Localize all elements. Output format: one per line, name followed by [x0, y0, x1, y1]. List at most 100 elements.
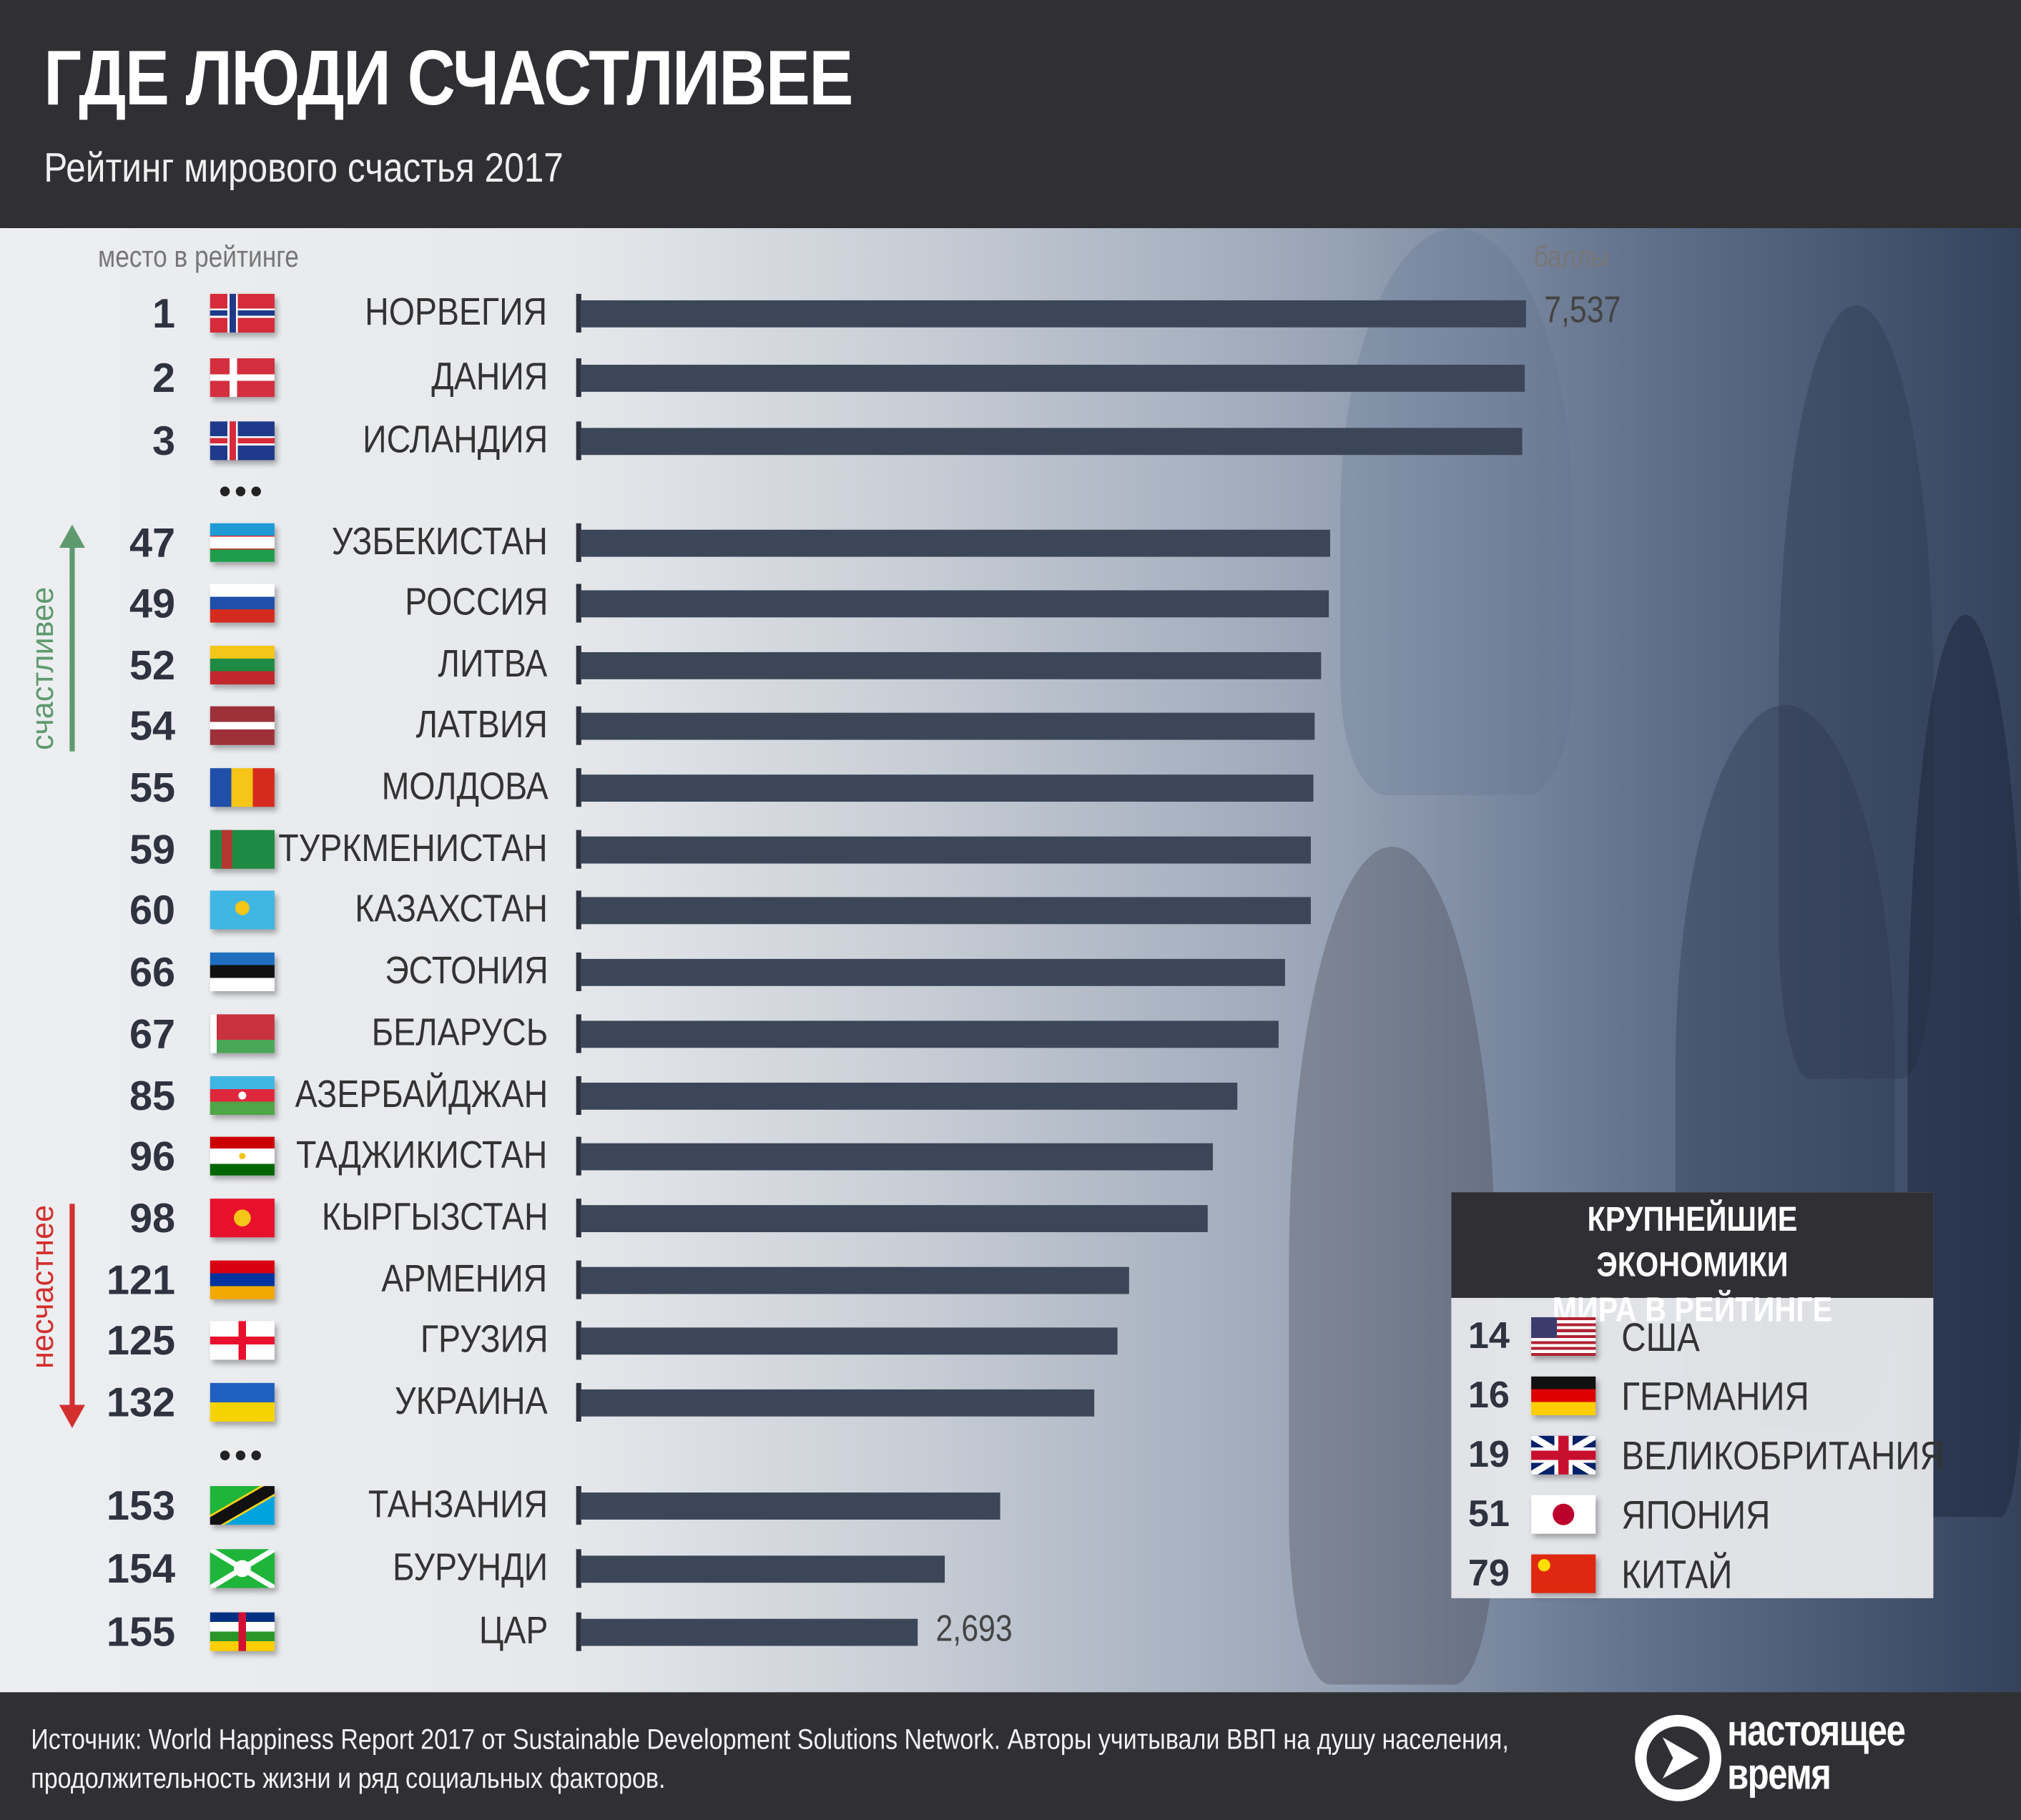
bar-axis-tick	[576, 830, 581, 869]
country-label: БУРУНДИ	[392, 1546, 548, 1590]
legend-item: 16 ГЕРМАНИЯ	[1451, 1365, 1933, 1425]
bar-row: 98 КЫРГЫЗСТАН	[0, 1192, 2021, 1244]
logo-text: настоящее время	[1727, 1706, 1906, 1797]
bar-armenia	[581, 1266, 1130, 1294]
bar-row: 54 ЛАТВИЯ	[0, 700, 2021, 752]
flag-germany-icon	[1531, 1376, 1596, 1415]
bar-row: 153 ТАНЗАНИЯ	[0, 1480, 2021, 1531]
ellipsis: •••	[219, 471, 266, 511]
score-column-label: баллы	[1533, 240, 1610, 274]
value-label: 2,693	[936, 1608, 1013, 1650]
bar-row: 155 ЦАР 2,693	[0, 1606, 2021, 1658]
legend-item: 51 ЯПОНИЯ	[1451, 1483, 1933, 1543]
legend-item: 19 ВЕЛИКОБРИТАНИЯ	[1451, 1425, 1944, 1484]
bar-denmark	[581, 365, 1525, 392]
country-label: БЕЛАРУСЬ	[371, 1011, 548, 1055]
bar-row: 67 БЕЛАРУСЬ	[0, 1008, 2021, 1059]
logo-line1: настоящее	[1727, 1706, 1906, 1756]
legend-item: 79 КИТАЙ	[1451, 1543, 1933, 1602]
bar-row: 66 ЭСТОНИЯ	[0, 946, 2021, 998]
flag-kyrgyzstan-icon	[210, 1199, 275, 1238]
bar-tajikistan	[581, 1143, 1213, 1171]
bar-axis-tick	[576, 1382, 581, 1422]
bar-row: 125 ГРУЗИЯ	[0, 1314, 2021, 1366]
bar-row: 52 ЛИТВА	[0, 639, 2021, 691]
flag-moldova-icon	[210, 768, 275, 807]
footer: Источник: World Happiness Report 2017 от…	[0, 1692, 2021, 1820]
bar-axis-tick	[576, 952, 581, 991]
flag-lithuania-icon	[210, 645, 275, 685]
flag-kazakhstan-icon	[210, 890, 275, 930]
bar-row: 49 РОССИЯ	[0, 577, 2021, 629]
flag-usa-icon	[1531, 1317, 1596, 1357]
flag-estonia-icon	[210, 952, 275, 991]
flag-uzbekistan-icon	[210, 523, 275, 562]
country-label: ДАНИЯ	[431, 355, 548, 398]
rank-label: 153	[106, 1482, 176, 1529]
bar-row: 1 НОРВЕГИЯ 7,537	[0, 287, 2021, 339]
flag-japan-icon	[1531, 1495, 1596, 1534]
flag-iceland-icon	[210, 421, 275, 461]
bar-row: 85 АЗЕРБАЙДЖАН	[0, 1070, 2021, 1121]
rank-label: 49	[129, 580, 176, 626]
bar-row: 59 ТУРКМЕНИСТАН	[0, 824, 2021, 875]
bar-axis-tick	[576, 1199, 581, 1238]
bar-axis-tick	[576, 706, 581, 745]
flag-tajikistan-icon	[210, 1136, 275, 1176]
flag-armenia-icon	[210, 1260, 275, 1299]
value-label: 7,537	[1544, 290, 1621, 332]
rank-label: 66	[129, 948, 176, 995]
country-label: НОРВЕГИЯ	[365, 291, 548, 334]
bar-azerbaijan	[581, 1082, 1237, 1110]
bar-row: 3 ИСЛАНДИЯ	[0, 415, 2021, 466]
flag-car-icon	[210, 1612, 275, 1651]
rank-label: 67	[129, 1010, 176, 1057]
bar-row: 2 ДАНИЯ	[0, 352, 2021, 403]
legend-title: КРУПНЕЙШИЕ ЭКОНОМИКИ МИРА В РЕЙТИНГЕ	[1451, 1192, 1934, 1329]
bar-burundi	[581, 1555, 945, 1583]
country-label: ТУРКМЕНИСТАН	[278, 827, 548, 870]
country-label: ЭСТОНИЯ	[384, 950, 548, 993]
country-label: КЫРГЫЗСТАН	[321, 1196, 548, 1239]
country-label: ТАДЖИКИСТАН	[296, 1134, 548, 1177]
source-note: Источник: World Happiness Report 2017 от…	[31, 1723, 1509, 1794]
country-label: АЗЕРБАЙДЖАН	[295, 1073, 548, 1116]
bar-turkmenistan	[581, 836, 1312, 864]
rank-label: 1	[152, 290, 176, 337]
legend-item: 14 США	[1451, 1306, 1933, 1365]
bar-axis-tick	[576, 890, 581, 930]
rank-label: 47	[129, 519, 176, 566]
page-subtitle: Рейтинг мирового счастья 2017	[44, 144, 564, 191]
legend-country: ГЕРМАНИЯ	[1621, 1374, 1809, 1420]
legend-rank: 79	[1467, 1553, 1510, 1595]
country-label: КАЗАХСТАН	[355, 887, 548, 931]
bar-norway	[581, 300, 1527, 328]
flag-uk-icon	[1531, 1435, 1596, 1475]
legend-country: ВЕЛИКОБРИТАНИЯ	[1621, 1433, 1944, 1479]
rank-label: 132	[106, 1379, 176, 1426]
bar-axis-tick	[576, 358, 581, 398]
country-label: РОССИЯ	[404, 581, 548, 624]
rank-label: 96	[129, 1133, 176, 1180]
rank-label: 3	[152, 417, 176, 464]
bar-axis-tick	[576, 1260, 581, 1299]
legend-rank: 51	[1467, 1493, 1510, 1535]
rank-label: 154	[106, 1545, 176, 1592]
flag-turkmenistan-icon	[210, 830, 275, 869]
bar-row: 96 ТАДЖИКИСТАН	[0, 1131, 2021, 1182]
legend-country: США	[1621, 1314, 1700, 1360]
bar-row: 47 УЗБЕКИСТАН	[0, 517, 2021, 569]
bar-axis-tick	[576, 523, 581, 562]
bar-row: 154 БУРУНДИ	[0, 1543, 2021, 1594]
brand-logo: настоящее время	[1634, 1709, 1995, 1804]
rank-label: 55	[129, 764, 176, 811]
ellipsis: •••	[219, 1435, 266, 1475]
flag-georgia-icon	[210, 1321, 275, 1360]
legend-rank: 16	[1467, 1375, 1510, 1417]
legend-country: КИТАЙ	[1621, 1551, 1733, 1598]
bar-georgia	[581, 1327, 1118, 1355]
bar-lithuania	[581, 651, 1322, 679]
bar-axis-tick	[576, 293, 581, 333]
largest-economies-legend: КРУПНЕЙШИЕ ЭКОНОМИКИ МИРА В РЕЙТИНГЕ 14 С…	[1451, 1192, 1944, 1598]
bar-axis-tick	[576, 645, 581, 685]
